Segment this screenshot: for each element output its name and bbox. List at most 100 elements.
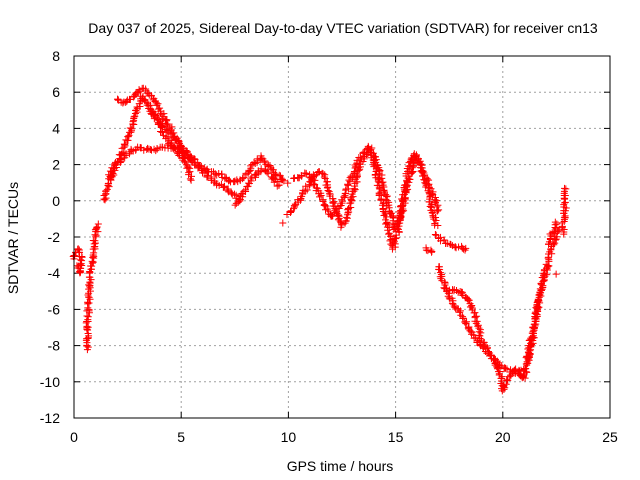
- data-point: [405, 178, 413, 186]
- data-point: [84, 330, 92, 338]
- data-point: [307, 174, 315, 182]
- data-point: [525, 351, 533, 359]
- data-point: [528, 333, 536, 341]
- data-point: [470, 334, 478, 342]
- data-point: [406, 175, 414, 183]
- data-point: [158, 128, 166, 136]
- data-point: [353, 156, 361, 164]
- data-point: [93, 223, 101, 231]
- data-point: [403, 182, 411, 190]
- data-point: [551, 239, 559, 247]
- data-point: [524, 345, 532, 353]
- data-point: [126, 95, 134, 103]
- data-point: [231, 201, 239, 209]
- data-point: [73, 262, 81, 270]
- data-point: [279, 219, 287, 227]
- data-point: [324, 186, 332, 194]
- data-point: [350, 168, 358, 176]
- x-tick-label: 15: [388, 429, 404, 445]
- data-point: [190, 155, 198, 163]
- data-point: [431, 197, 439, 205]
- data-point: [276, 172, 284, 180]
- data-point: [84, 343, 92, 351]
- data-point: [186, 168, 194, 176]
- data-point: [379, 183, 387, 191]
- data-point: [414, 155, 422, 163]
- data-point: [473, 312, 481, 320]
- data-point: [234, 198, 242, 206]
- data-point: [184, 163, 192, 171]
- data-point: [241, 186, 249, 194]
- y-tick-label: -12: [40, 410, 60, 426]
- data-point: [419, 167, 427, 175]
- data-point: [290, 205, 298, 213]
- y-tick-label: -2: [48, 229, 61, 245]
- data-point: [550, 228, 558, 236]
- data-point: [428, 248, 436, 256]
- data-point: [240, 187, 248, 195]
- data-point: [437, 237, 445, 245]
- data-point: [319, 170, 327, 178]
- data-point: [305, 182, 313, 190]
- data-point: [511, 367, 519, 375]
- data-point: [531, 322, 539, 330]
- data-point: [552, 224, 560, 232]
- tick-labels: 0 5 10 15 20 25 -12 -10 -8 -6 -4 -2 0 2 4 6 8: [40, 48, 618, 445]
- chart-title: Day 037 of 2025, Sidereal Day-to-day VTE…: [88, 20, 598, 36]
- data-point: [225, 176, 233, 184]
- data-point: [177, 142, 185, 150]
- data-point: [247, 175, 255, 183]
- data-point: [435, 206, 443, 214]
- data-point: [491, 355, 499, 363]
- y-tick-label: -8: [48, 338, 61, 354]
- data-point: [464, 324, 472, 332]
- y-tick-label: 8: [52, 48, 60, 64]
- data-point: [390, 239, 398, 247]
- data-point: [280, 177, 288, 185]
- y-tick-label: 4: [52, 120, 60, 136]
- data-point: [455, 243, 463, 251]
- data-point: [537, 286, 545, 294]
- data-point: [456, 308, 464, 316]
- data-point: [121, 141, 129, 149]
- data-point: [247, 162, 255, 170]
- data-point: [224, 187, 232, 195]
- data-point: [90, 240, 98, 248]
- data-point: [476, 334, 484, 342]
- data-point: [319, 197, 327, 205]
- data-point: [320, 201, 328, 209]
- data-point: [187, 176, 195, 184]
- data-point: [462, 319, 470, 327]
- data-point: [369, 149, 377, 157]
- data-point: [503, 365, 511, 373]
- data-point: [93, 224, 101, 232]
- data-point: [251, 171, 259, 179]
- data-point: [524, 348, 532, 356]
- data-point: [401, 194, 409, 202]
- data-point: [221, 174, 229, 182]
- data-point: [84, 291, 92, 299]
- data-point: [314, 168, 322, 176]
- data-point: [378, 201, 386, 209]
- data-point: [144, 144, 152, 152]
- data-point: [135, 86, 143, 94]
- data-point: [227, 188, 235, 196]
- data-point: [163, 120, 171, 128]
- data-point: [425, 184, 433, 192]
- data-point: [180, 154, 188, 162]
- data-point: [461, 246, 469, 254]
- data-point: [138, 84, 146, 92]
- data-point: [562, 185, 570, 193]
- data-point: [270, 178, 278, 186]
- data-point: [384, 226, 392, 234]
- data-point: [522, 365, 530, 373]
- data-point: [290, 202, 298, 210]
- data-point: [74, 245, 82, 253]
- data-point: [284, 179, 292, 187]
- data-point: [303, 186, 311, 194]
- data-point: [551, 218, 559, 226]
- data-point: [474, 321, 482, 329]
- data-point: [483, 344, 491, 352]
- data-point: [131, 92, 139, 100]
